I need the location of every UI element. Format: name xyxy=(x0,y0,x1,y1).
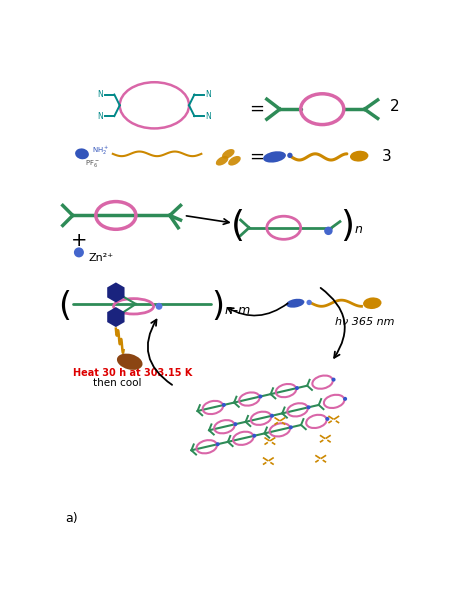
Ellipse shape xyxy=(331,378,336,382)
Text: N: N xyxy=(205,111,211,121)
Text: n: n xyxy=(355,223,363,236)
Text: N: N xyxy=(205,90,211,99)
Ellipse shape xyxy=(289,425,293,429)
Ellipse shape xyxy=(155,303,163,310)
Ellipse shape xyxy=(222,403,226,407)
Text: ): ) xyxy=(340,209,354,243)
Ellipse shape xyxy=(295,386,299,390)
Ellipse shape xyxy=(228,156,241,166)
Text: hν 365 nm: hν 365 nm xyxy=(335,317,394,327)
Ellipse shape xyxy=(325,417,329,421)
Text: Zn²⁺: Zn²⁺ xyxy=(89,253,114,263)
Text: $\rm NH_2^+$: $\rm NH_2^+$ xyxy=(92,145,109,157)
Ellipse shape xyxy=(307,300,312,305)
Text: =: = xyxy=(249,100,264,118)
Text: Heat 30 h at 303.15 K: Heat 30 h at 303.15 K xyxy=(73,368,192,378)
Text: then cool: then cool xyxy=(93,378,141,388)
Ellipse shape xyxy=(258,395,263,399)
Text: ): ) xyxy=(212,290,225,323)
Text: 2: 2 xyxy=(390,100,400,114)
Text: $\rm PF_6^-$: $\rm PF_6^-$ xyxy=(85,158,100,168)
Ellipse shape xyxy=(233,422,237,426)
Ellipse shape xyxy=(252,434,256,438)
Ellipse shape xyxy=(350,151,368,161)
Ellipse shape xyxy=(216,156,228,166)
Ellipse shape xyxy=(222,149,235,158)
Text: +: + xyxy=(71,230,87,250)
Ellipse shape xyxy=(343,397,347,401)
Text: 3: 3 xyxy=(383,150,392,164)
Ellipse shape xyxy=(363,297,382,309)
Text: a): a) xyxy=(65,512,78,525)
Text: N: N xyxy=(98,111,103,121)
Text: (: ( xyxy=(230,209,245,243)
Text: (: ( xyxy=(59,290,72,323)
Ellipse shape xyxy=(287,153,292,158)
Ellipse shape xyxy=(75,148,89,159)
Ellipse shape xyxy=(324,227,333,235)
Ellipse shape xyxy=(74,247,84,257)
Ellipse shape xyxy=(270,413,274,418)
Ellipse shape xyxy=(286,299,304,307)
Ellipse shape xyxy=(263,151,286,163)
Text: n–m: n–m xyxy=(225,304,251,317)
Ellipse shape xyxy=(216,442,219,446)
Text: =: = xyxy=(249,148,264,166)
Ellipse shape xyxy=(307,405,310,409)
Text: N: N xyxy=(98,90,103,99)
Ellipse shape xyxy=(117,353,143,370)
